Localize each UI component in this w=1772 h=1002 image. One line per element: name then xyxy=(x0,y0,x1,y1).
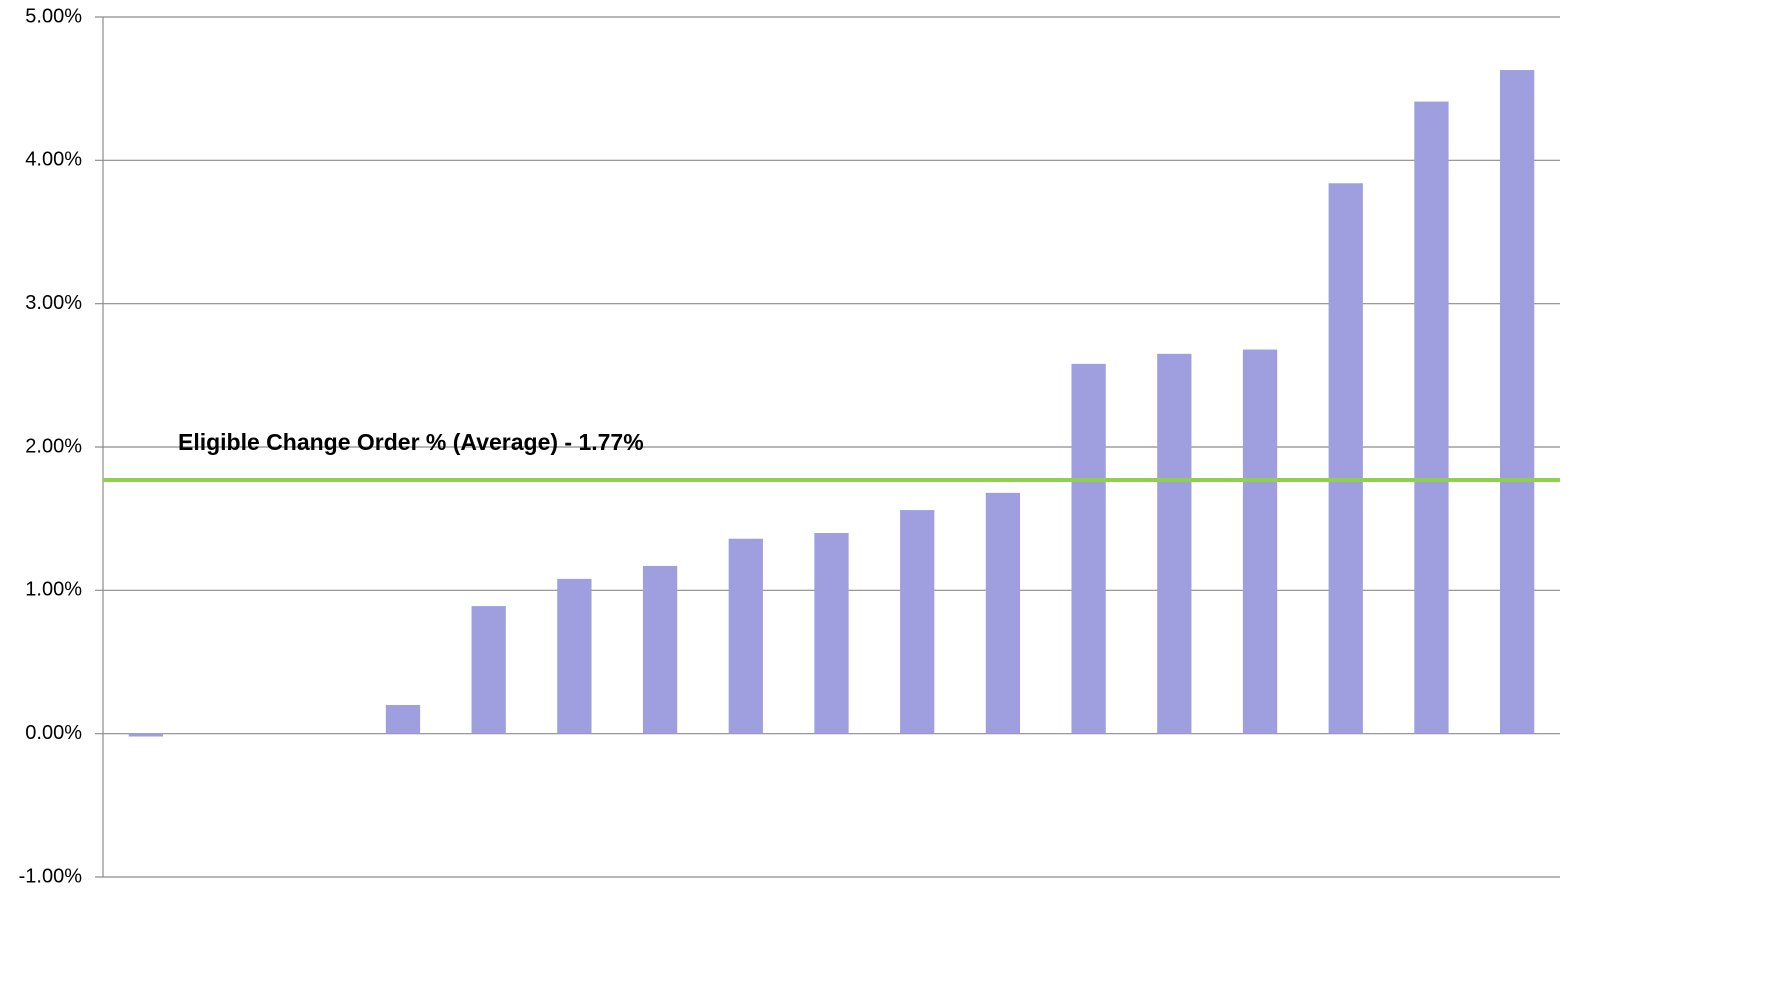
bar xyxy=(1414,101,1449,734)
bar xyxy=(814,533,849,734)
bar xyxy=(1500,70,1535,734)
bar xyxy=(385,705,421,734)
bar xyxy=(471,606,506,734)
bar xyxy=(1328,183,1363,734)
bar xyxy=(1157,353,1192,734)
bar xyxy=(900,510,935,734)
y-tick-label: 1.00% xyxy=(25,579,82,601)
y-tick-label: -1.00% xyxy=(19,865,83,887)
bar xyxy=(557,578,592,734)
y-tick-label: 4.00% xyxy=(25,149,82,171)
bar xyxy=(728,538,763,734)
average-label: Eligible Change Order % (Average) - 1.77… xyxy=(178,429,644,455)
y-tick-label: 0.00% xyxy=(25,722,82,744)
bar xyxy=(985,492,1021,734)
bar xyxy=(642,565,678,734)
bar xyxy=(1242,349,1278,734)
y-tick-label: 5.00% xyxy=(25,5,82,27)
y-tick-label: 3.00% xyxy=(25,292,82,314)
bar xyxy=(128,733,163,737)
y-tick-label: 2.00% xyxy=(25,435,82,457)
bar xyxy=(1071,363,1106,734)
